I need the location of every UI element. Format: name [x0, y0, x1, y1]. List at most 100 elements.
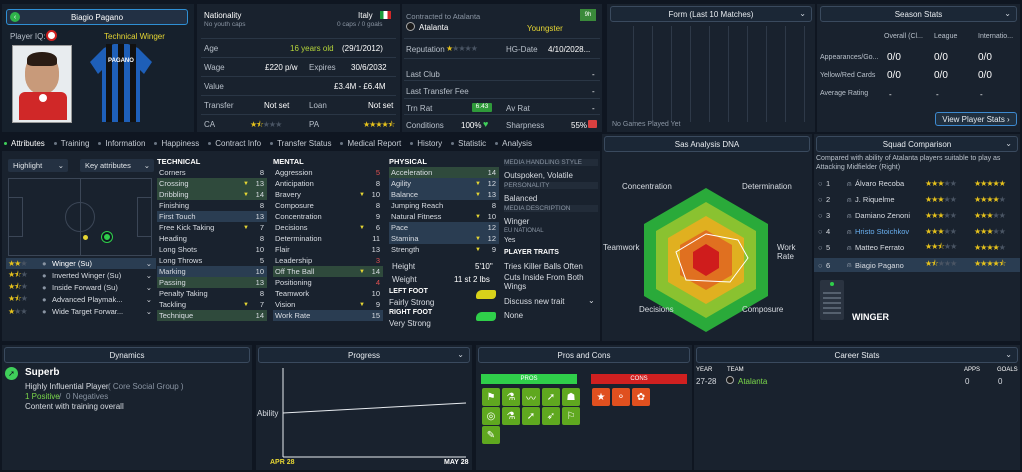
- form-chart: [615, 26, 807, 122]
- view-player-stats-button[interactable]: View Player Stats ›: [935, 112, 1017, 126]
- chevron-down-icon[interactable]: ⌄: [799, 9, 806, 18]
- info-icon: ●: [42, 283, 47, 292]
- squad-header[interactable]: Squad Comparison ⌄: [816, 136, 1018, 152]
- dynamics-negative: 0 Negatives: [66, 392, 109, 401]
- pro-trait-icon[interactable]: ✎: [482, 426, 500, 444]
- career-header[interactable]: Career Stats ⌄: [696, 347, 1018, 363]
- attr-row: Jumping Reach 8: [391, 201, 496, 210]
- back-icon[interactable]: ‹: [10, 12, 20, 22]
- position-dot: [83, 235, 88, 240]
- pro-trait-icon[interactable]: 〰: [522, 388, 540, 406]
- highlight-select[interactable]: Highlight ⌄: [8, 159, 68, 172]
- con-trait-icon[interactable]: ★: [592, 388, 610, 406]
- tab-bar: Attributes Training Information Happines…: [4, 137, 604, 149]
- pro-trait-icon[interactable]: ⚑: [482, 388, 500, 406]
- role-row[interactable]: ★⯪★ ● Inside Forward (Su) ⌄: [6, 282, 156, 293]
- squad-row[interactable]: ○ 4 ⍝ Hristo Stoichkov ★★★★★ ★★★★★: [818, 226, 1006, 237]
- chevron-down-icon: ⌄: [57, 161, 64, 170]
- chevron-down-icon[interactable]: ⌄: [1005, 139, 1012, 148]
- av-value: -: [592, 104, 595, 113]
- eu-value: Yes: [504, 237, 516, 244]
- pro-trait-icon[interactable]: ⚐: [562, 407, 580, 425]
- info-icon: ●: [42, 295, 47, 304]
- last-fee-value: -: [592, 87, 595, 96]
- sharpness-label: Sharpness: [506, 121, 545, 130]
- attr-row: Long Throws 5: [159, 256, 264, 265]
- career-panel: Career Stats ⌄ YEAR TEAM APPS GOALS 27-28…: [694, 345, 1020, 470]
- tab-contract-info[interactable]: Contract Info: [208, 139, 261, 148]
- eu-label: EU NATIONAL: [504, 228, 544, 234]
- attr-row: Passing 13: [157, 277, 267, 288]
- discuss-trait[interactable]: Discuss new trait: [504, 297, 565, 306]
- player-iq-icon: [46, 30, 57, 41]
- traits-label: PLAYER TRAITS: [504, 249, 559, 256]
- season-header[interactable]: Season Stats ⌄: [820, 6, 1017, 22]
- season-cell: 0/0: [887, 70, 901, 81]
- form-panel: Form (Last 10 Matches) ⌄ No Games Played …: [607, 4, 815, 132]
- role-row[interactable]: ★★★ ● Winger (Su) ⌄: [6, 258, 156, 269]
- tab-transfer-status[interactable]: Transfer Status: [270, 139, 331, 148]
- pro-trait-icon[interactable]: ⚗: [502, 388, 520, 406]
- chevron-down-icon[interactable]: ⌄: [457, 350, 464, 359]
- season-cell: 0/0: [978, 52, 992, 63]
- career-team[interactable]: Atalanta: [738, 377, 768, 386]
- boot-yellow-icon: [476, 290, 496, 299]
- player-card: ‹ Biagio Pagano Player IQ: Technical Win…: [2, 4, 194, 132]
- tab-happiness[interactable]: Happiness: [154, 139, 199, 148]
- dynamics-panel: Dynamics ➚ Superb Highly Influential Pla…: [2, 345, 252, 470]
- trn-value: 6.43: [472, 103, 492, 112]
- career-year: 27-28: [696, 377, 717, 386]
- pro-trait-icon[interactable]: ⚗: [502, 407, 520, 425]
- progress-ylabel: Ability: [257, 409, 279, 418]
- trait-item: Tries Killer Balls Often: [504, 262, 583, 271]
- squad-row[interactable]: ○ 2 ⍝ J. Riquelme ★★★★★ ★★★★★: [818, 194, 1006, 205]
- pro-trait-icon[interactable]: ☗: [562, 388, 580, 406]
- tab-attributes[interactable]: Attributes: [4, 139, 45, 148]
- tab-analysis[interactable]: Analysis: [495, 139, 532, 148]
- season-panel: Season Stats ⌄ Overall (Cl... League Inte…: [817, 4, 1020, 132]
- squad-row[interactable]: ○ 6 ⍝ Biagio Pagano ★⯪★★★ ★★★★⯪: [814, 258, 1020, 272]
- dna-axis-decisions: Decisions: [639, 305, 674, 314]
- role-row[interactable]: ★★★ ● Wide Target Forwar... ⌄: [6, 306, 156, 317]
- con-trait-icon[interactable]: ✿: [632, 388, 650, 406]
- chevron-down-icon[interactable]: ⌄: [588, 296, 595, 305]
- dynamics-influence: Highly Influential Player: [25, 382, 109, 391]
- tab-training[interactable]: Training: [53, 139, 89, 148]
- hg-date: 4/10/2028...: [548, 45, 591, 54]
- attr-row: Technique 14: [157, 310, 267, 321]
- chevron-down-icon[interactable]: ⌄: [1004, 9, 1011, 18]
- pro-trait-icon[interactable]: ➚: [522, 407, 540, 425]
- form-header[interactable]: Form (Last 10 Matches) ⌄: [610, 6, 812, 22]
- role-row[interactable]: ★⯪★ ● Advanced Playmak... ⌄: [6, 294, 156, 305]
- attributes-panel: Highlight ⌄ Key attributes ⌄ ★★★ ● Winger (S…: [2, 151, 600, 341]
- loan-label: Loan: [309, 101, 327, 110]
- progress-header[interactable]: Progress ⌄: [258, 347, 470, 363]
- key-attributes-select[interactable]: Key attributes ⌄: [80, 159, 154, 172]
- attr-row: Composure 8: [275, 201, 380, 210]
- chevron-down-icon: ⌄: [145, 307, 152, 316]
- age-label: Age: [204, 44, 219, 53]
- contract-club[interactable]: Atalanta: [419, 23, 449, 32]
- tab-history[interactable]: History: [410, 139, 442, 148]
- con-trait-icon[interactable]: ⚬: [612, 388, 630, 406]
- hg-label: HG-Date: [506, 45, 538, 54]
- proscons-title: Pros and Cons: [557, 350, 611, 360]
- tab-medical-report[interactable]: Medical Report: [340, 139, 401, 148]
- squad-row[interactable]: ○ 3 ⍝ Damiano Zenoni ★★★★★ ★★★★★: [818, 210, 1006, 221]
- dna-axis-teamwork: Teamwork: [603, 243, 640, 252]
- pro-trait-icon[interactable]: ➚: [542, 388, 560, 406]
- last-club-value: -: [592, 70, 595, 79]
- tab-statistic[interactable]: Statistic: [451, 139, 486, 148]
- chevron-down-icon[interactable]: ⌄: [1005, 350, 1012, 359]
- tab-information[interactable]: Information: [98, 139, 145, 148]
- squad-row[interactable]: ○ 1 ⍝ Álvaro Recoba ★★★★★ ★★★★★: [818, 178, 1006, 189]
- role-row[interactable]: ★⯪★ ● Inverted Winger (Su) ⌄: [6, 270, 156, 281]
- squad-title: Squad Comparison: [882, 139, 952, 149]
- youth-caps: No youth caps: [204, 21, 246, 28]
- pro-trait-icon[interactable]: ➶: [542, 407, 560, 425]
- caps: 0 caps / 0 goals: [337, 21, 383, 28]
- chevron-down-icon: ⌄: [145, 295, 152, 304]
- form-title: Form (Last 10 Matches): [668, 9, 754, 19]
- pro-trait-icon[interactable]: ◎: [482, 407, 500, 425]
- squad-row[interactable]: ○ 5 ⍝ Matteo Ferrato ★★⯪★★ ★★★★★: [818, 241, 1006, 253]
